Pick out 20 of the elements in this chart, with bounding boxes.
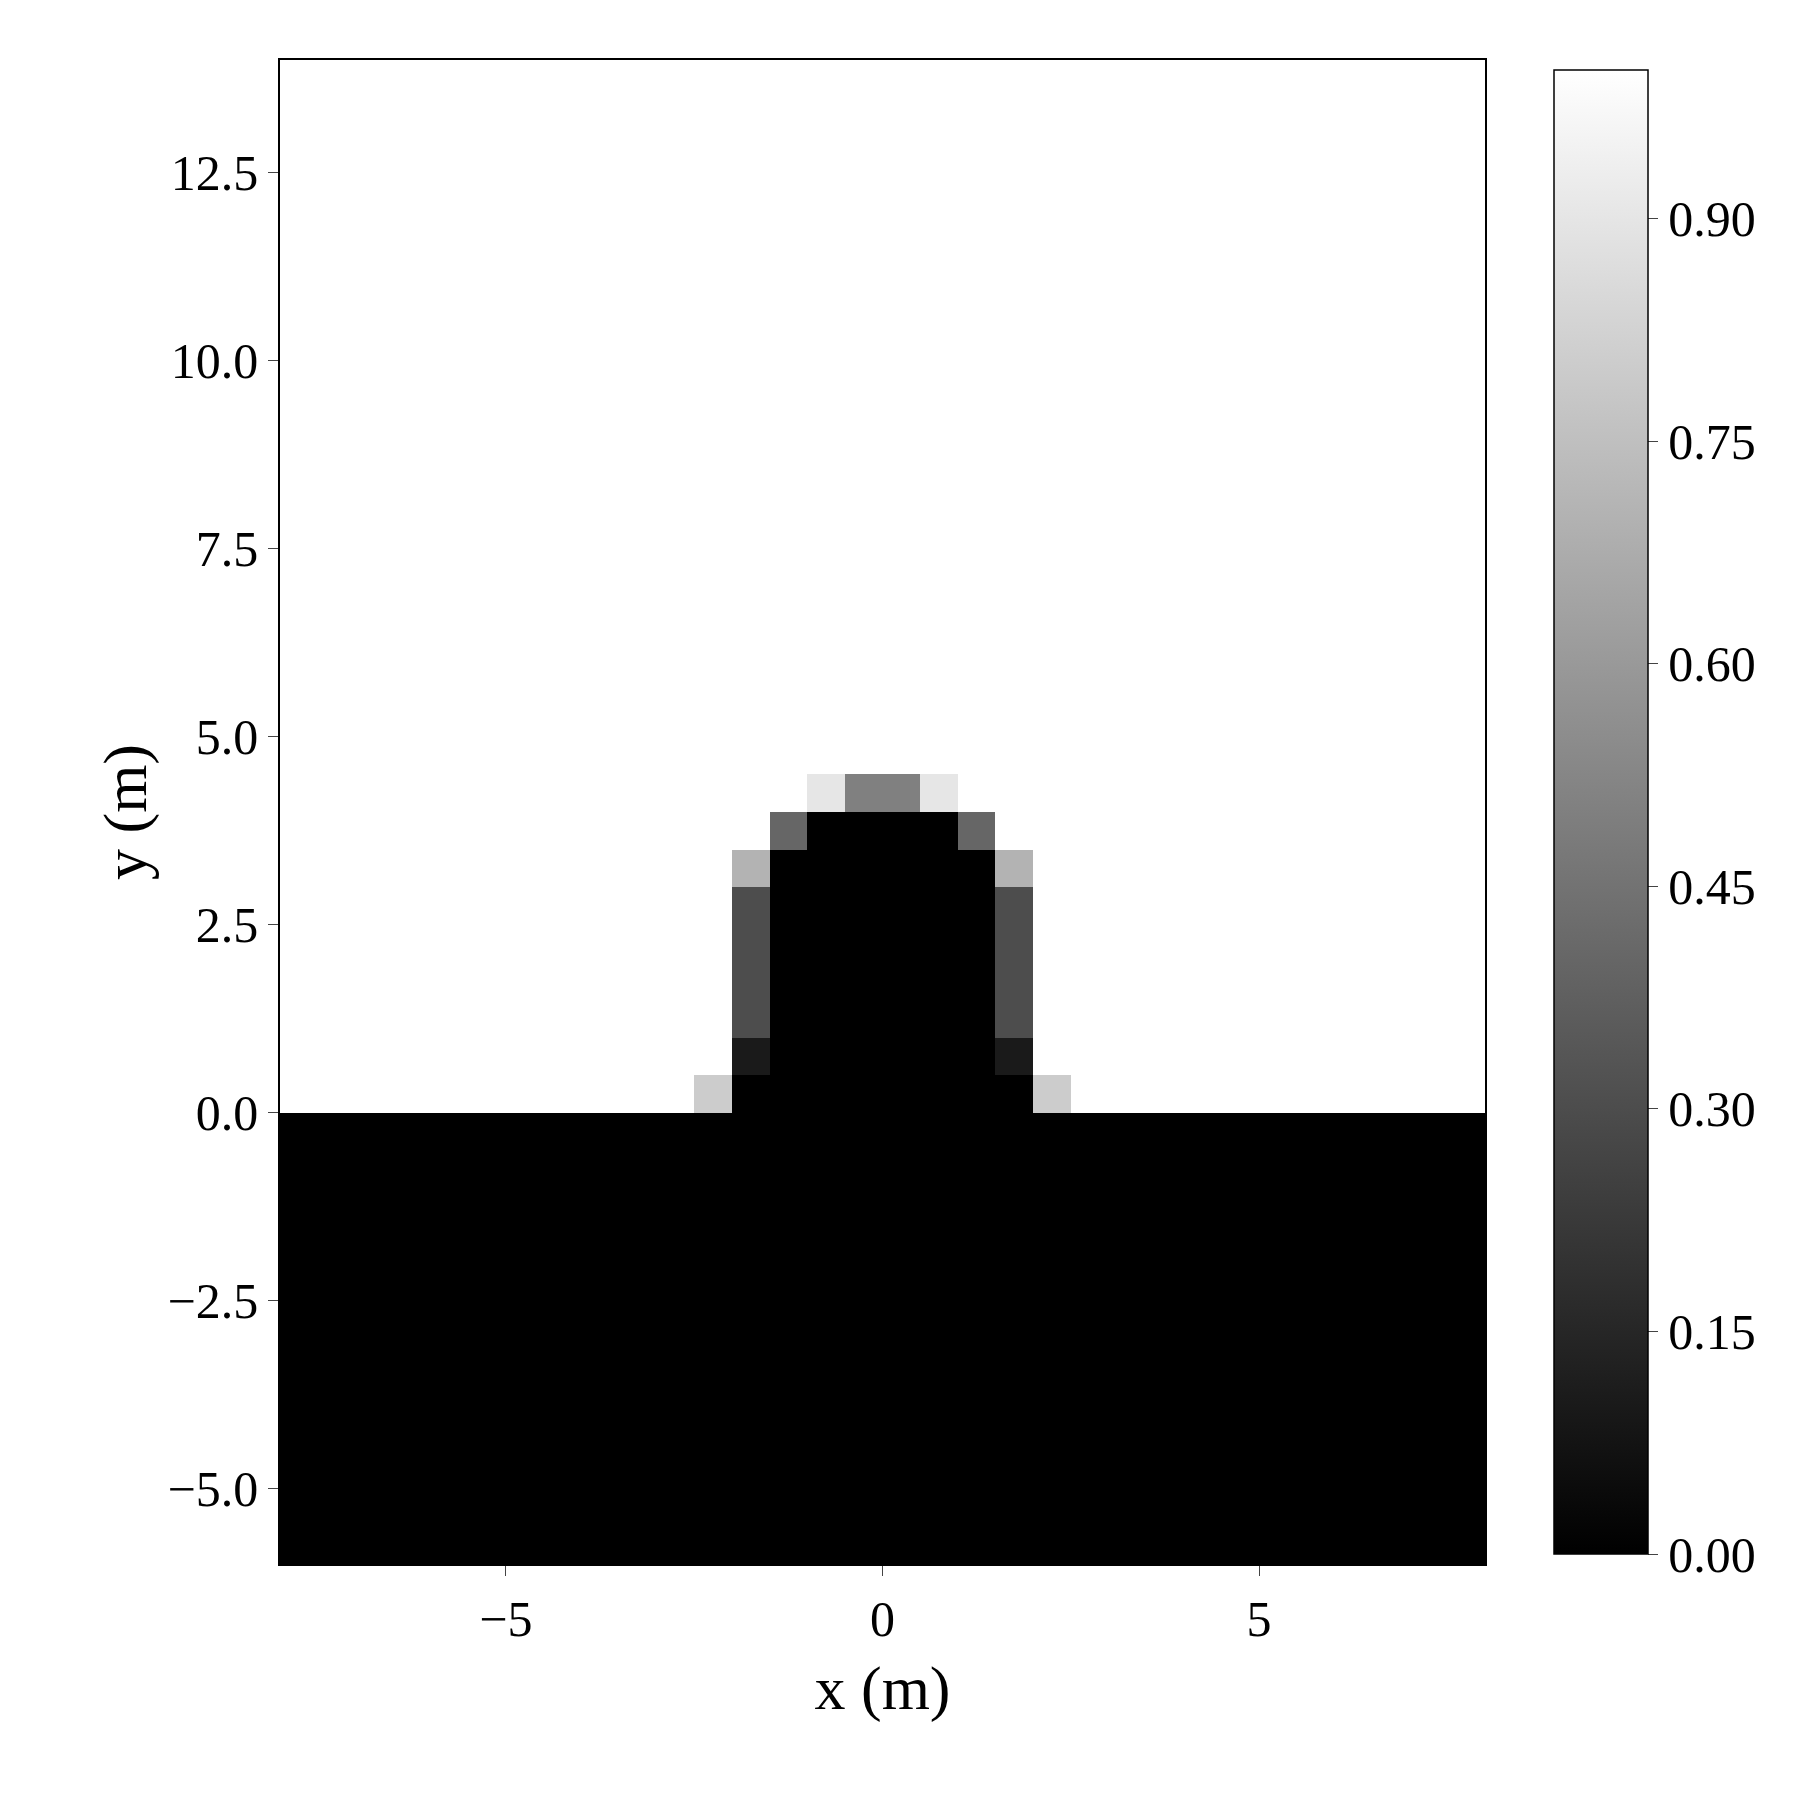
y-tick-label: −5.0 <box>167 1461 259 1518</box>
color-bar-label: 0.15 <box>1668 1303 1756 1360</box>
x-tick-label: 5 <box>1246 1590 1272 1647</box>
y-tick-label: 12.5 <box>170 145 259 202</box>
y-axis-title: y (m) <box>90 743 160 881</box>
y-tick-label: 5.0 <box>195 709 259 766</box>
y-tick-label: 0.0 <box>195 1085 259 1142</box>
x-tick-label: 0 <box>870 1590 895 1647</box>
color-bar-label: 0.30 <box>1668 1081 1756 1138</box>
color-bar-label: 0.60 <box>1668 636 1756 693</box>
color-bar-label: 0.00 <box>1668 1526 1756 1583</box>
x-axis-title: x (m) <box>814 1654 951 1724</box>
color-bar-label: 0.75 <box>1668 413 1756 470</box>
y-tick-label: 10.0 <box>170 333 259 390</box>
y-tick-label: 2.5 <box>195 897 259 954</box>
color-bar-label: 0.90 <box>1668 190 1756 247</box>
y-tick-label: 7.5 <box>195 521 259 578</box>
x-tick-label: −5 <box>479 1590 533 1647</box>
color-bar-label: 0.45 <box>1668 858 1756 915</box>
y-tick-label: −2.5 <box>167 1273 259 1330</box>
